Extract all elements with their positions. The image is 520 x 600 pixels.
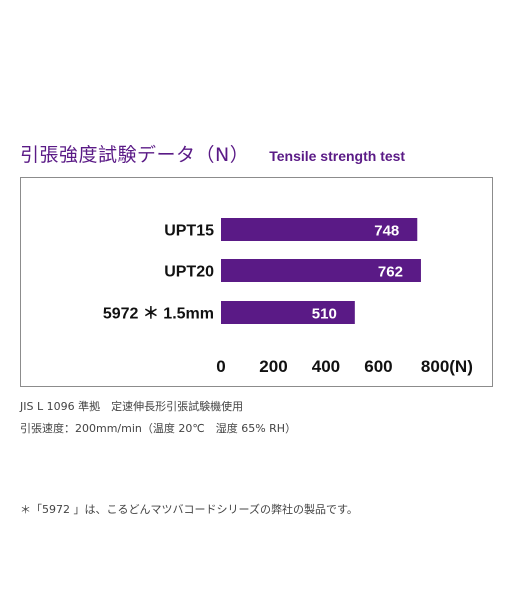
bar-2 [221, 301, 355, 324]
value-label-2: 510 [312, 306, 337, 323]
chart-title-jp: 引張強度試験データ（N） [20, 144, 250, 166]
product-footnote: ＊「5972 」は、こるどんマツバコードシリーズの弊社の製品です。 [20, 503, 358, 516]
tensile-bar-chart: UPT15 748 UPT20 762 5972 ＊ 1.5mm 510 0 200 400 60… [103, 218, 473, 376]
x-tick-label-0: 0 [216, 357, 225, 376]
value-label-0: 748 [374, 223, 399, 240]
chart-frame: UPT15 748 UPT20 762 5972 ＊ 1.5mm 510 0 200 400 60… [20, 177, 493, 387]
x-tick-label-1: 200 [259, 357, 287, 376]
category-label-1: UPT20 [164, 264, 214, 281]
chart-title-row: 引張強度試験データ（N） Tensile strength test [20, 140, 405, 170]
value-label-1: 762 [378, 264, 403, 281]
test-speed-note: 引張速度：200mm/min（温度 20℃ 湿度 65% RH） [20, 422, 297, 435]
chart-title-en: Tensile strength test [269, 148, 406, 164]
bar-0 [221, 218, 418, 241]
x-tick-label-2: 400 [312, 357, 340, 376]
x-tick-label-4: 800(N) [421, 357, 473, 376]
test-standard-note: JIS L 1096 準拠 定速伸長形引張試験機使用 [20, 400, 244, 413]
x-tick-label-3: 600 [364, 357, 392, 376]
category-label-2: 5972 ＊ 1.5mm [103, 306, 214, 323]
category-label-0: UPT15 [164, 223, 214, 240]
bar-1 [221, 259, 421, 282]
